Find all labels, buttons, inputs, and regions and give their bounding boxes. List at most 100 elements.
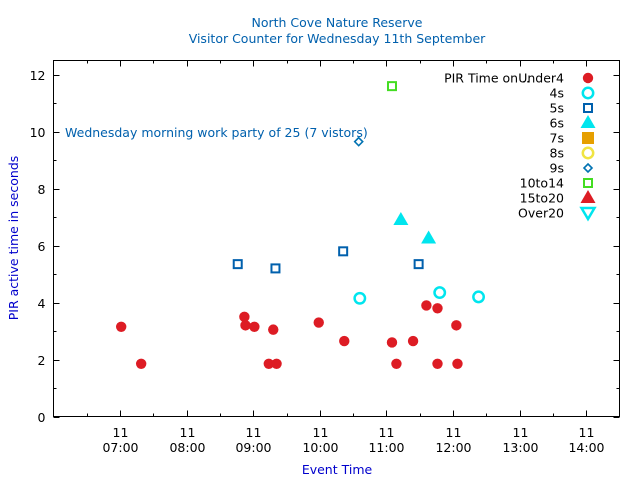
x-tick-label-day: 11: [246, 425, 262, 440]
legend-label: Over20: [518, 206, 564, 221]
x-tick-label-day: 11: [579, 425, 595, 440]
legend-label: Under4: [518, 71, 564, 86]
data-point: [339, 335, 350, 347]
series-5s: [232, 246, 424, 274]
legend-marker: [579, 206, 597, 222]
legend-marker: [580, 190, 596, 203]
data-point: [249, 321, 260, 332]
series-9s: [353, 136, 364, 147]
x-axis-label: Event Time: [302, 462, 373, 477]
y-axis-label: PIR active time in seconds: [6, 156, 21, 321]
legend-marker: [580, 115, 596, 128]
data-point: [338, 246, 349, 257]
legend-item: 9s: [550, 161, 594, 176]
legend-marker: [583, 103, 593, 113]
y-tick-label: 6: [38, 239, 46, 254]
series-4s: [353, 286, 486, 305]
data-point: [268, 324, 279, 335]
data-point: [386, 81, 397, 92]
legend-marker: [582, 72, 594, 84]
x-tick-label-time: 09:00: [235, 440, 271, 455]
plot-area-frame: [53, 60, 620, 417]
legend-item: 4s: [550, 86, 595, 101]
legend-label: 8s: [550, 146, 564, 161]
data-point: [393, 211, 409, 225]
legend-marker: [582, 162, 594, 174]
data-point: [386, 337, 398, 348]
x-tick-label-day: 11: [180, 425, 196, 440]
x-tick-label-time: 07:00: [102, 440, 138, 455]
data-point: [472, 290, 486, 304]
data-point: [391, 358, 402, 370]
data-point: [271, 358, 282, 370]
data-point: [135, 358, 147, 370]
x-tick-label-day: 11: [313, 425, 329, 440]
series-10to14: [386, 81, 397, 92]
data-marks: [115, 81, 486, 370]
y-tick-label: 2: [38, 353, 46, 368]
legend-item: 5s: [550, 101, 593, 116]
data-point: [452, 358, 463, 370]
data-point: [413, 259, 424, 270]
legend-label: 9s: [550, 161, 564, 176]
x-tick-label-day: 11: [513, 425, 529, 440]
legend-marker: [582, 132, 594, 144]
legend-item: 10to14: [520, 176, 593, 191]
legend-label: 15to20: [520, 191, 564, 206]
legend-title: PIR Time on ..: [444, 71, 530, 86]
legend-label: 10to14: [520, 176, 564, 191]
data-point: [353, 136, 364, 147]
data-point: [407, 335, 419, 347]
legend-marker: [583, 178, 593, 188]
legend-item: 7s: [550, 131, 594, 146]
y-tick-label: 0: [38, 410, 46, 425]
legend-item: 8s: [550, 146, 595, 161]
data-point: [432, 358, 443, 370]
data-point: [433, 286, 447, 300]
data-point: [240, 320, 251, 331]
data-point: [421, 300, 432, 311]
legend-item: 6s: [550, 115, 596, 131]
legend-item: Over20: [518, 206, 597, 222]
y-tick-label: 10: [30, 125, 46, 140]
data-point: [313, 317, 324, 328]
series-under4: [115, 300, 463, 370]
legend: PIR Time on .. Under44s5s6s7s8s9s10to141…: [444, 71, 597, 222]
data-point: [432, 303, 443, 314]
legend-label: 6s: [550, 116, 564, 131]
legend-marker: [581, 146, 595, 160]
x-tick-label-time: 12:00: [435, 440, 471, 455]
y-axis: 0 2 4 6 8 10 12: [30, 68, 620, 425]
chart-title: North Cove Nature Reserve: [252, 15, 423, 30]
x-tick-label-time: 08:00: [169, 440, 205, 455]
legend-item: 15to20: [520, 190, 596, 206]
legend-label: 4s: [550, 86, 564, 101]
x-tick-label-time: 10:00: [302, 440, 338, 455]
data-point: [451, 320, 462, 331]
x-axis: 1107:001108:001109:001110:001111:001112:…: [87, 60, 605, 455]
y-tick-label: 8: [38, 182, 46, 197]
x-tick-label-time: 11:00: [368, 440, 404, 455]
series-6s: [393, 211, 437, 244]
data-point: [270, 263, 281, 274]
data-point: [263, 358, 275, 370]
legend-label: 7s: [550, 131, 564, 146]
data-point: [353, 291, 367, 305]
data-point: [239, 311, 250, 323]
legend-item: PIR Time on .. Under4: [444, 71, 594, 86]
y-tick-label: 12: [30, 68, 46, 83]
legend-label: 5s: [550, 101, 564, 116]
data-point: [421, 230, 437, 244]
data-point: [115, 321, 127, 332]
data-point: [232, 259, 243, 270]
legend-marker: [581, 86, 595, 100]
x-tick-label-day: 11: [379, 425, 395, 440]
x-tick-label-day: 11: [446, 425, 462, 440]
x-tick-label-day: 11: [113, 425, 129, 440]
x-tick-label-time: 14:00: [568, 440, 604, 455]
annotation-work-party: Wednesday morning work party of 25 (7 vi…: [65, 125, 368, 140]
x-tick-label-time: 13:00: [502, 440, 538, 455]
chart-subtitle: Visitor Counter for Wednesday 11th Septe…: [189, 31, 486, 46]
